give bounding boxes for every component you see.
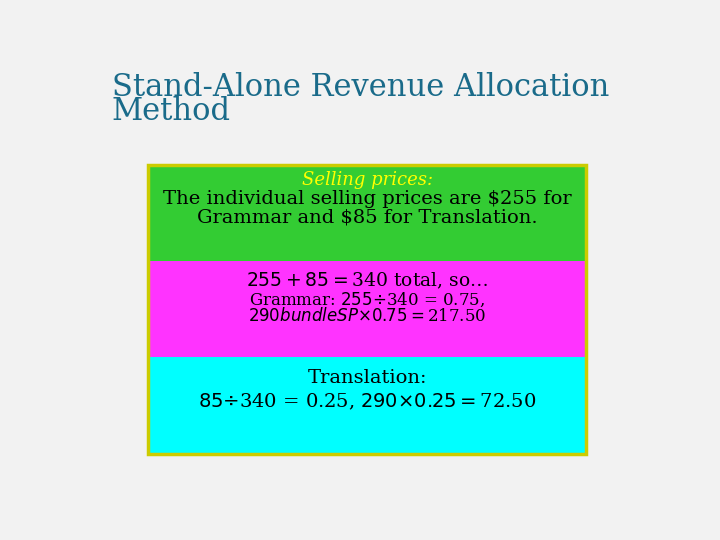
Text: Grammar: $255 ÷ $340 = 0.75,: Grammar: $255 ÷ $340 = 0.75,: [249, 291, 485, 309]
Text: Translation:: Translation:: [307, 369, 427, 387]
Text: Grammar and $85 for Translation.: Grammar and $85 for Translation.: [197, 209, 537, 227]
Text: The individual selling prices are $255 for: The individual selling prices are $255 f…: [163, 190, 572, 208]
Text: $290 bundle SP × 0.75 = $217.50: $290 bundle SP × 0.75 = $217.50: [248, 307, 486, 325]
Text: Method: Method: [112, 96, 230, 126]
Bar: [148, 261, 586, 357]
Bar: [148, 165, 586, 454]
Text: $85 ÷ $340 = 0.25, $290 × 0.25 = $72.50: $85 ÷ $340 = 0.25, $290 × 0.25 = $72.50: [198, 392, 536, 413]
Text: $255+85 = $340 total, so…: $255+85 = $340 total, so…: [246, 271, 488, 291]
Bar: [148, 357, 586, 454]
Text: Stand-Alone Revenue Allocation: Stand-Alone Revenue Allocation: [112, 72, 609, 104]
Bar: [148, 165, 586, 261]
Text: Selling prices:: Selling prices:: [302, 171, 433, 189]
